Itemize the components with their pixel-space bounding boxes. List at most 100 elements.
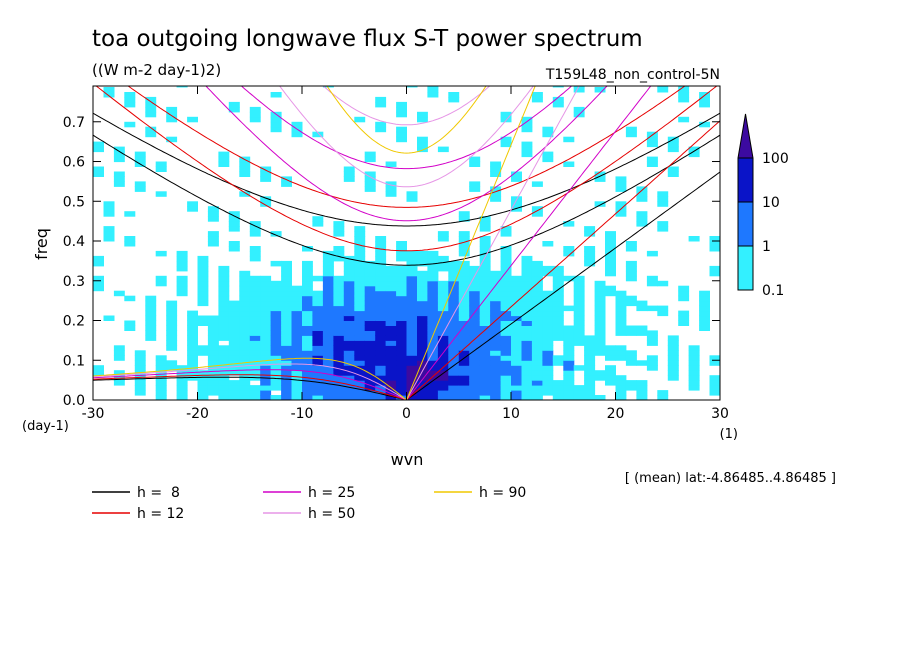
power-cell xyxy=(657,305,669,312)
power-cell xyxy=(500,335,512,341)
power-cell xyxy=(270,350,282,356)
power-cell xyxy=(354,241,366,247)
power-cell xyxy=(479,241,491,247)
power-cell xyxy=(563,390,575,396)
power-cell xyxy=(218,395,230,400)
power-cell xyxy=(281,310,292,317)
power-cell xyxy=(302,300,313,307)
power-cell xyxy=(417,330,428,336)
power-cell xyxy=(375,325,387,331)
power-cell xyxy=(302,265,313,272)
power-cell xyxy=(584,350,596,356)
power-cell xyxy=(375,96,387,103)
power-cell xyxy=(511,375,522,381)
power-cell xyxy=(343,325,355,331)
power-cell xyxy=(343,275,355,282)
power-cell xyxy=(134,360,146,366)
power-cell xyxy=(437,295,449,302)
power-cell xyxy=(542,375,554,381)
power-cell xyxy=(615,300,627,307)
power-cell xyxy=(343,260,355,267)
power-cell xyxy=(260,335,272,341)
power-cell xyxy=(364,325,376,331)
power-cell xyxy=(333,221,345,227)
power-cell xyxy=(260,340,272,346)
power-cell xyxy=(469,181,481,187)
power-cell xyxy=(615,295,627,302)
power-cell xyxy=(479,350,491,356)
power-cell xyxy=(636,221,648,227)
power-cell xyxy=(458,325,470,331)
power-cell xyxy=(134,355,146,361)
power-cell xyxy=(646,330,658,336)
power-cell xyxy=(249,320,261,326)
power-cell xyxy=(699,315,710,321)
power-cell xyxy=(406,325,418,331)
power-cell xyxy=(552,325,564,331)
power-cell xyxy=(573,106,585,113)
power-cell xyxy=(249,335,261,341)
power-cell xyxy=(542,265,554,272)
power-cell xyxy=(239,320,251,326)
power-cell xyxy=(187,320,198,326)
power-cell xyxy=(406,305,418,312)
power-cell xyxy=(385,355,397,361)
power-cell xyxy=(343,365,355,371)
power-cell xyxy=(500,280,512,287)
power-cell xyxy=(636,330,648,336)
power-cell xyxy=(333,300,345,307)
power-cell xyxy=(417,355,428,361)
power-cell xyxy=(542,241,554,247)
power-cell xyxy=(417,255,428,262)
power-cell xyxy=(500,390,512,396)
power-cell xyxy=(281,375,292,381)
power-cell xyxy=(448,285,460,292)
power-cell xyxy=(417,295,428,302)
power-cell xyxy=(584,260,596,267)
power-cell xyxy=(458,315,470,321)
power-cell xyxy=(678,116,690,123)
power-cell xyxy=(302,290,313,297)
power-cell xyxy=(291,325,303,331)
power-cell xyxy=(563,345,575,351)
power-cell xyxy=(688,345,700,351)
power-cell xyxy=(228,246,240,252)
power-cell xyxy=(417,320,428,326)
power-cell xyxy=(490,285,502,292)
power-cell xyxy=(207,385,219,391)
power-cell xyxy=(479,325,491,331)
power-cell xyxy=(605,236,616,242)
power-cell xyxy=(469,310,481,317)
y-tick-label: 0.5 xyxy=(63,194,85,210)
power-cell xyxy=(490,191,502,197)
power-cell xyxy=(552,300,564,307)
power-cell xyxy=(281,295,292,302)
power-cell xyxy=(427,300,439,307)
power-cell xyxy=(207,315,219,321)
power-cell xyxy=(354,265,366,272)
power-cell xyxy=(302,315,313,321)
chart-title: toa outgoing longwave flux S-T power spe… xyxy=(92,26,643,52)
power-cell xyxy=(333,325,345,331)
power-cell xyxy=(448,92,460,98)
power-cell xyxy=(364,300,376,307)
power-cell xyxy=(239,166,251,172)
power-cell xyxy=(239,340,251,346)
power-cell xyxy=(542,360,554,366)
power-cell xyxy=(437,335,449,341)
power-cell xyxy=(448,320,460,326)
power-cell xyxy=(437,231,449,237)
power-cell xyxy=(500,325,512,331)
power-cell xyxy=(354,320,366,326)
power-cell xyxy=(354,231,366,237)
power-cell xyxy=(322,285,334,292)
power-cell xyxy=(385,315,397,321)
power-cell xyxy=(542,350,554,356)
power-cell xyxy=(490,360,502,366)
power-cell xyxy=(333,340,345,346)
power-cell xyxy=(552,320,564,326)
power-cell xyxy=(312,131,324,138)
power-cell xyxy=(406,350,418,356)
power-cell xyxy=(354,370,366,376)
power-cell xyxy=(145,310,157,317)
